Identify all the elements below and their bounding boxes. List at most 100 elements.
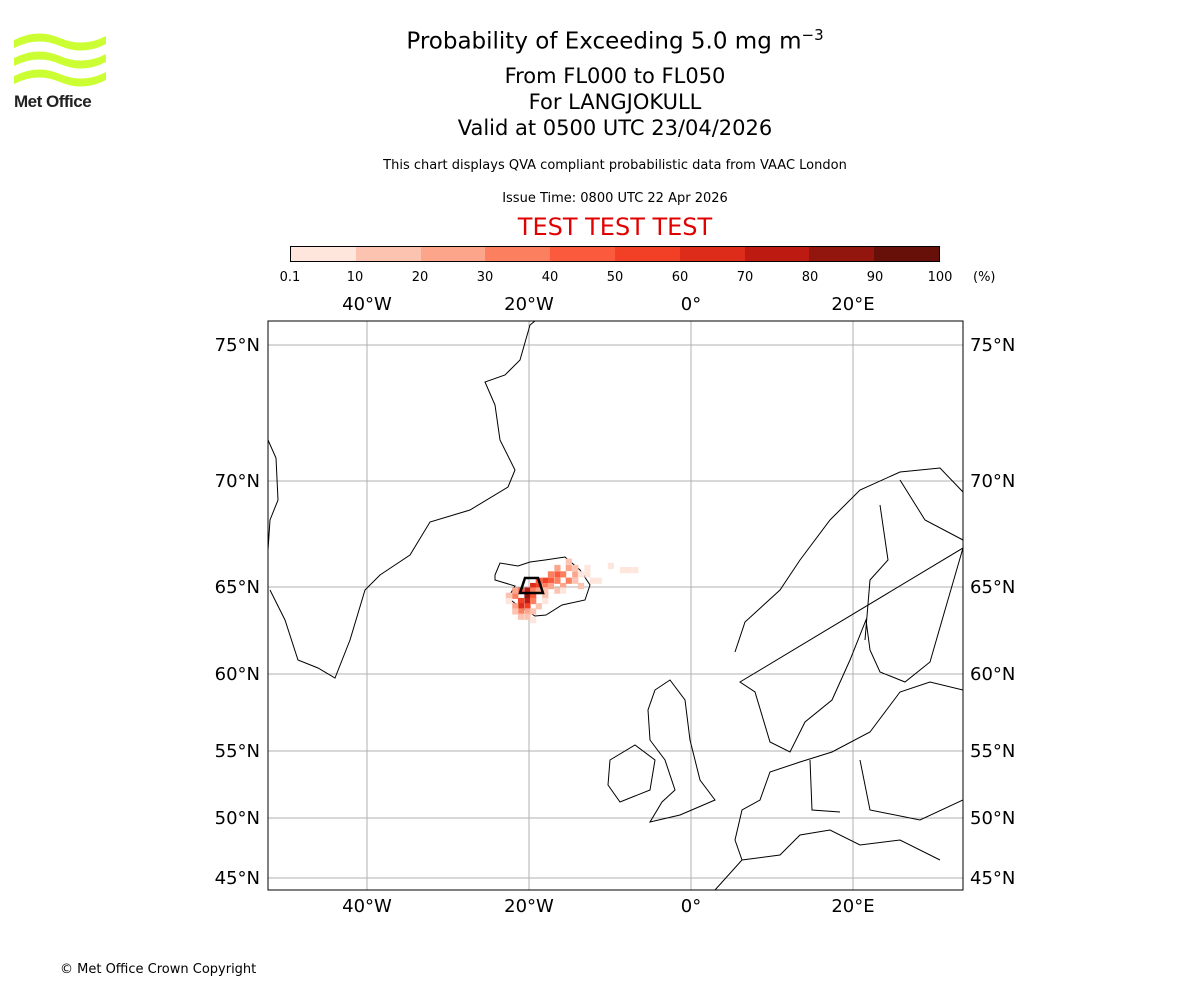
- colorbar-swatch: [679, 247, 745, 261]
- test-banner: TEST TEST TEST: [517, 213, 713, 241]
- colorbar: [290, 246, 940, 262]
- probability-cell: [554, 571, 561, 578]
- probability-cell: [577, 571, 585, 578]
- probability-cell: [547, 571, 555, 578]
- probability-cell: [512, 587, 519, 594]
- colorbar-tick-label: 40: [541, 270, 559, 285]
- probability-cell: [505, 592, 512, 599]
- probability-cell: [517, 597, 525, 605]
- great-britain-coast: [647, 679, 716, 823]
- lon-label-bottom: 40°W: [342, 896, 392, 917]
- colorbar-tick-label: 80: [801, 270, 819, 285]
- probability-cell: [524, 592, 531, 599]
- probability-cell: [530, 592, 537, 599]
- lat-label-right: 45°N: [970, 868, 1015, 889]
- lon-label-top: 20°W: [504, 294, 554, 315]
- lat-label-right: 55°N: [970, 741, 1015, 762]
- lat-label-left: 45°N: [215, 868, 260, 889]
- probability-cell: [595, 577, 602, 584]
- probability-cell: [584, 571, 591, 578]
- lon-label-bottom: 20°W: [504, 896, 554, 917]
- probability-cell: [565, 564, 572, 572]
- valid-time: Valid at 0500 UTC 23/04/2026: [457, 116, 773, 140]
- logo-text: Met Office: [14, 92, 92, 111]
- probability-cell: [530, 617, 537, 624]
- europe-coast: [714, 681, 963, 890]
- flight-level-range: From FL000 to FL050: [504, 64, 726, 88]
- probability-cell: [554, 564, 561, 572]
- probability-cell: [517, 603, 525, 610]
- volcano-marker: [518, 576, 545, 595]
- colorbar-swatch: [550, 247, 615, 261]
- issue-time: Issue Time: 0800 UTC 22 Apr 2026: [502, 191, 728, 206]
- lon-label-bottom: 0°: [681, 896, 701, 917]
- colorbar-swatch: [420, 247, 486, 261]
- lon-label-top: 20°E: [831, 294, 874, 315]
- lat-label-left: 60°N: [215, 664, 260, 685]
- probability-cell: [530, 608, 537, 615]
- colorbar-swatch: [485, 247, 551, 261]
- colorbar-tick-label: 10: [346, 270, 364, 285]
- colorbar-swatch: [744, 247, 810, 261]
- met-office-logo: [14, 30, 106, 92]
- probability-cell: [542, 592, 549, 599]
- probability-cell: [505, 597, 512, 605]
- probability-cell: [542, 597, 549, 605]
- colorbar-swatch: [291, 247, 356, 261]
- volcano-name: For LANGJOKULL: [528, 90, 702, 114]
- probability-cell: [547, 577, 555, 584]
- probability-cell: [524, 587, 531, 594]
- probability-cell: [572, 571, 579, 578]
- probability-cell: [524, 603, 531, 610]
- colorbar-tick-label: 0.1: [279, 270, 301, 285]
- probability-cell: [572, 564, 579, 572]
- probability-cell: [524, 613, 531, 620]
- probability-cell: [632, 567, 639, 574]
- colorbar-swatch: [874, 247, 939, 261]
- probability-cell: [547, 582, 555, 590]
- probability-cell: [565, 558, 572, 565]
- probability-cell: [560, 571, 567, 578]
- title-superscript: −3: [801, 26, 824, 44]
- lon-label-bottom: 20°E: [831, 896, 874, 917]
- probability-cell: [530, 582, 537, 590]
- probability-cell: [535, 582, 542, 590]
- probability-cell: [625, 567, 632, 574]
- colorbar-swatch: [809, 247, 875, 261]
- probability-cell: [535, 587, 542, 594]
- probability-cell: [517, 613, 525, 620]
- colorbar-tick-label: 30: [476, 270, 494, 285]
- greenland-coast: [268, 321, 536, 679]
- lat-label-right: 75°N: [970, 335, 1015, 356]
- probability-cell: [584, 564, 591, 572]
- lat-label-right: 65°N: [970, 577, 1015, 598]
- lat-label-left: 75°N: [215, 335, 260, 356]
- probability-cell: [535, 603, 542, 610]
- probability-cell: [524, 608, 531, 615]
- logo-waves-icon: [14, 33, 106, 87]
- lon-label-top: 0°: [681, 294, 701, 315]
- probability-cell: [565, 577, 572, 584]
- lat-label-left: 50°N: [215, 808, 260, 829]
- colorbar-tick-label: 90: [866, 270, 884, 285]
- chart-title: Probability of Exceeding 5.0 mg m−3: [0, 26, 1200, 55]
- lon-label-top: 40°W: [342, 294, 392, 315]
- title-text: Probability of Exceeding 5.0 mg m: [406, 28, 802, 55]
- probability-cell: [577, 582, 585, 590]
- lat-label-right: 60°N: [970, 664, 1015, 685]
- ireland-coast: [607, 744, 656, 803]
- colorbar-tick-label: 20: [411, 270, 429, 285]
- colorbar-unit: (%): [973, 270, 996, 285]
- data-note: This chart displays QVA compliant probab…: [383, 158, 847, 173]
- probability-cell: [572, 577, 579, 584]
- lat-label-left: 70°N: [215, 471, 260, 492]
- probability-cell: [589, 577, 597, 584]
- colorbar-tick-label: 50: [606, 270, 624, 285]
- colorbar-tick-label: 100: [927, 270, 953, 285]
- lat-label-left: 65°N: [215, 577, 260, 598]
- copyright-footer: © Met Office Crown Copyright: [60, 962, 257, 977]
- probability-cell: [607, 562, 615, 569]
- colorbar-tick-label: 70: [736, 270, 754, 285]
- probability-cell: [554, 587, 561, 594]
